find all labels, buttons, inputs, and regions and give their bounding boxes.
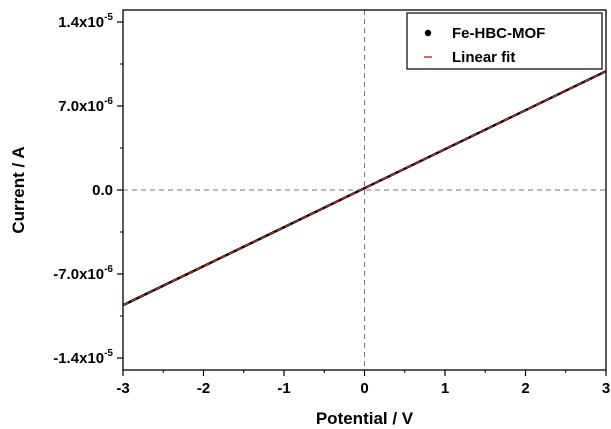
x-tick-label: -3 <box>116 380 129 397</box>
y-tick-label: -7.0x10-6 <box>53 264 113 283</box>
series-layer <box>122 70 607 307</box>
y-axis-title: Current / A <box>9 146 28 233</box>
y-tick-label: 1.4x10-5 <box>58 12 113 31</box>
x-axis-title: Potential / V <box>316 409 414 428</box>
x-tick-label: 1 <box>441 380 449 397</box>
y-axis: -1.4x10-5 -7.0x10-6 0.0 7.0x10-6 1.4x10-5 <box>53 12 123 367</box>
x-tick-label: 0 <box>360 380 368 397</box>
x-tick-label: -2 <box>197 380 210 397</box>
x-tick-label: 2 <box>521 380 529 397</box>
series-line-fe-hbc-mof <box>122 70 607 307</box>
x-axis: -3 -2 -1 0 1 2 3 <box>116 370 610 397</box>
y-tick-label: 0.0 <box>92 182 113 199</box>
legend-box <box>406 12 603 70</box>
reference-lines <box>123 10 606 370</box>
x-tick-label: 3 <box>602 380 610 397</box>
x-tick-label: -1 <box>277 380 290 397</box>
legend-marker-fe-hbc-mof <box>424 29 432 37</box>
legend-label-fe-hbc-mof: Fe-HBC-MOF <box>452 25 545 42</box>
legend-label-linear-fit: Linear fit <box>452 49 515 66</box>
y-tick-label: -1.4x10-5 <box>53 348 113 367</box>
legend: Fe-HBC-MOF Linear fit <box>406 12 603 70</box>
y-tick-label: 7.0x10-6 <box>58 96 113 115</box>
